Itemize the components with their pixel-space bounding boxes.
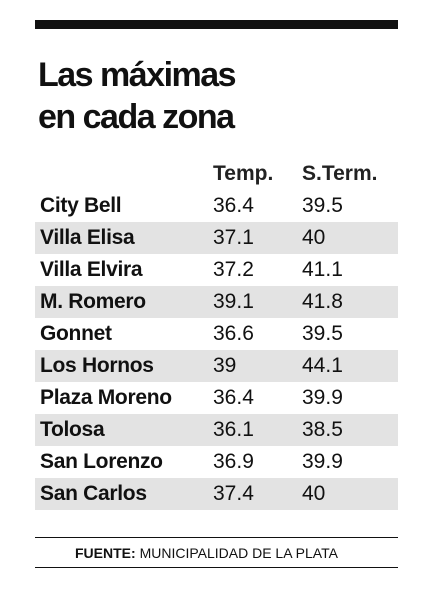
source-label: FUENTE: <box>75 545 136 561</box>
temperature-cell: 37.2 <box>213 258 254 281</box>
temperature-cell: 44.1 <box>302 354 343 377</box>
temperature-cell: 41.1 <box>302 258 343 281</box>
temperature-cell: 39.9 <box>302 386 343 409</box>
zone-name: City Bell <box>40 194 122 217</box>
top-bar <box>35 20 398 29</box>
temperature-cell: 40 <box>302 226 326 249</box>
table-row: Villa Elvira 37.2 41.1 <box>35 254 398 286</box>
table-row: Los Hornos 39 44.1 <box>35 350 398 382</box>
table-row: Plaza Moreno 36.4 39.9 <box>35 382 398 414</box>
zone-name: San Lorenzo <box>40 450 163 473</box>
zone-name: M. Romero <box>40 290 146 313</box>
zone-name: San Carlos <box>40 482 147 505</box>
temperature-cell: 37.1 <box>213 226 254 249</box>
title-line: Las máximas <box>38 56 237 94</box>
temperature-cell: 40 <box>302 482 326 505</box>
temperature-cell: 36.1 <box>213 418 254 441</box>
rule <box>35 537 398 538</box>
column-header: S.Term. <box>302 162 378 185</box>
footer: FUENTE: MUNICIPALIDAD DE LA PLATA <box>75 544 338 562</box>
zone-name: Villa Elvira <box>40 258 143 281</box>
zone-name: Tolosa <box>40 418 105 441</box>
title-line: en cada zona <box>38 98 235 136</box>
table-row: Gonnet 36.6 39.5 <box>35 318 398 350</box>
temperature-cell: 39.5 <box>302 322 343 345</box>
zone-name: Villa Elisa <box>40 226 135 249</box>
temperature-cell: 37.4 <box>213 482 254 505</box>
temperature-cell: 39.9 <box>302 450 343 473</box>
table-row: Villa Elisa 37.1 40 <box>35 222 398 254</box>
zone-name: Los Hornos <box>40 354 154 377</box>
zone-name: Plaza Moreno <box>40 386 172 409</box>
source: MUNICIPALIDAD DE LA PLATA <box>139 545 338 561</box>
table-row: M. Romero 39.1 41.8 <box>35 286 398 318</box>
table-row: San Lorenzo 36.9 39.9 <box>35 446 398 478</box>
table-row: City Bell 36.4 39.5 <box>35 190 398 222</box>
table-row: Tolosa 36.1 38.5 <box>35 414 398 446</box>
temperature-cell: 38.5 <box>302 418 343 441</box>
temperature-cell: 39 <box>213 354 237 377</box>
zone-name: Gonnet <box>40 322 112 345</box>
temperature-cell: 36.4 <box>213 194 254 217</box>
temperature-cell: 39.5 <box>302 194 343 217</box>
temperature-cell: 36.4 <box>213 386 254 409</box>
temperature-cell: 36.6 <box>213 322 254 345</box>
temperature-cell: 39.1 <box>213 290 254 313</box>
temperature-cell: 41.8 <box>302 290 343 313</box>
rule <box>35 567 398 568</box>
temperature-cell: 36.9 <box>213 450 254 473</box>
column-header: Temp. <box>213 162 274 185</box>
table-row: San Carlos 37.4 40 <box>35 478 398 510</box>
